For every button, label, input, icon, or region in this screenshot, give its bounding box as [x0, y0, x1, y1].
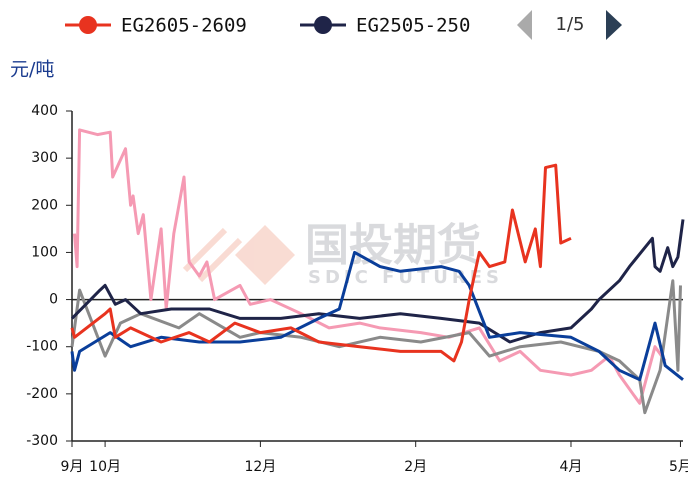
series-line [70, 219, 685, 344]
series-line [70, 163, 572, 363]
legend: EG2605-2609 EG2505-250 [65, 15, 470, 37]
series-line [73, 128, 667, 405]
y-tick-label: 100 [31, 244, 58, 260]
x-tick-label: 10月 [89, 459, 121, 475]
watermark-logo [182, 225, 295, 285]
y-tick-label: 400 [31, 103, 58, 119]
x-tick-label: 5月 [669, 459, 688, 475]
x-tick-label: 4月 [560, 459, 583, 475]
legend-label: EG2505-250 [356, 15, 470, 37]
legend-page: 1/5 [556, 14, 585, 35]
y-tick-label: -100 [26, 339, 58, 355]
watermark-sub: SDIC FUTURES [308, 267, 503, 288]
y-tick-label: 0 [49, 292, 58, 308]
watermark: 国投期货 [305, 220, 481, 271]
x-tick-label: 2月 [404, 459, 427, 475]
x-tick-label: 9月 [61, 459, 84, 475]
x-tick-label: 12月 [244, 459, 276, 475]
legend-marker [314, 16, 332, 34]
y-tick-label: -300 [26, 433, 58, 449]
y-tick-label: -200 [26, 386, 58, 402]
y-tick-label: 300 [31, 150, 58, 166]
series-line [70, 250, 684, 382]
legend-prev[interactable] [517, 10, 532, 40]
y-tick-label: 200 [31, 197, 58, 213]
legend-marker [79, 16, 97, 34]
legend-next[interactable] [606, 10, 622, 40]
legend-label: EG2605-2609 [121, 15, 247, 37]
y-axis-unit: 元/吨 [10, 59, 54, 81]
